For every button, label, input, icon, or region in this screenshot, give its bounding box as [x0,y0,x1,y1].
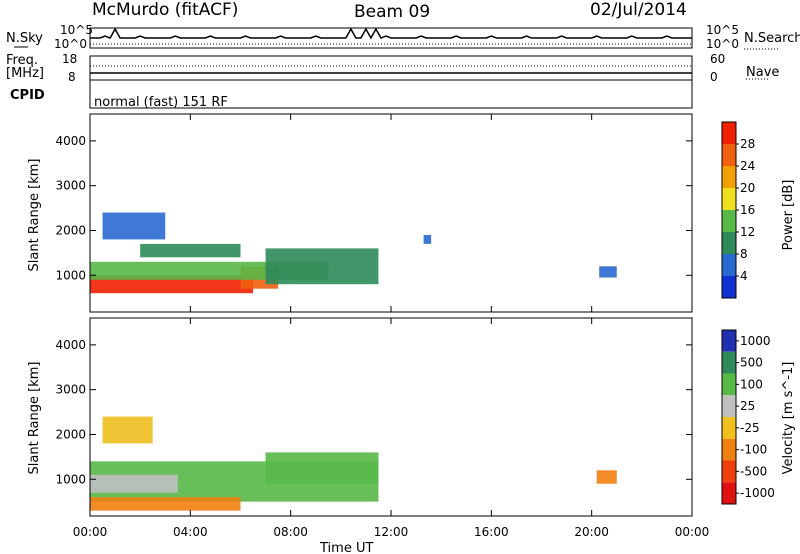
data-region [102,416,153,444]
nsearch-tick-low: 10^0 [706,37,739,51]
date-title: 02/Jul/2014 [590,0,687,20]
data-region [140,243,241,258]
nave-label: Nave [746,65,780,80]
colorbar-cell [722,351,736,374]
nsky-tick-low: 10^0 [54,37,87,51]
colorbar-cell [722,438,736,461]
data-region [265,248,379,285]
velocity-colorbar: 1000 500 100 25 -25 -100 -500 -1000 [721,329,775,505]
colorbar-cell [722,276,736,298]
colorbar-tick-label: 20 [740,181,755,195]
colorbar-tick-label: -500 [740,464,767,478]
colorbar-tick-label: 1000 [740,334,771,348]
colorbar-tick-label: 24 [740,159,755,173]
x-tick-label: 08:00 [273,525,308,539]
data-region [90,474,178,493]
colorbar-tick-label: -100 [740,443,767,457]
power-heatmap [90,212,617,294]
colorbar-frame [721,329,737,505]
y-tick-label: 1000 [55,268,86,282]
nsky-series [90,27,692,40]
freq-unit: [MHz] [6,66,44,81]
y-tick-label: 2000 [55,427,86,441]
nsky-panel [89,27,693,49]
colorbar-cell [722,166,736,188]
data-region [265,452,379,484]
x-tick-label: 00:00 [675,525,710,539]
colorbar-tick-label: -25 [740,421,760,435]
y-tick-label: 2000 [55,223,86,237]
colorbar-cell [722,330,736,352]
colorbar-tick-label: 4 [740,269,748,283]
colorbar-cell [722,482,736,504]
data-region [423,234,432,244]
colorbar-cell [722,210,736,232]
x-tick-label: 00:00 [73,525,108,539]
y-tick-label: 3000 [55,179,86,193]
freq-tick-high: 18 [62,52,78,66]
colorbar-tick-label: 25 [740,399,755,413]
velocity-heatmap [90,416,617,511]
colorbar-cell [722,188,736,210]
colorbar-cell [722,373,736,396]
colorbar-cell [722,460,736,483]
nsky-tick-high: 10^5 [60,23,93,37]
colorbar-tick-label: -1000 [740,486,775,500]
velocity-colorbar-title: Velocity [m s^-1] [781,362,796,475]
nave-tick-high: 60 [710,52,726,66]
cpid-label: CPID [10,88,45,103]
beam-title: Beam 09 [354,2,431,22]
y-tick-label: 1000 [55,472,86,486]
freq-panel [89,55,693,81]
station-title: McMurdo (fitACF) [92,0,239,20]
velocity-y-axis-title: Slant Range [km] [27,362,42,475]
freq-tick-low: 8 [68,70,76,84]
data-region [90,497,241,511]
data-region [102,212,166,240]
x-tick-label: 20:00 [574,525,609,539]
nsearch-tick-high: 10^5 [706,23,739,37]
colorbar-tick-label: 16 [740,203,755,217]
x-axis-title: Time UT [319,541,373,554]
nave-tick-low: 0 [710,70,718,84]
colorbar-cell [722,122,736,144]
cpid-text: normal (fast) 151 RF [94,95,228,110]
nsearch-label: N.Search [744,31,800,46]
y-tick-label: 4000 [55,338,86,352]
x-tick-label: 04:00 [173,525,208,539]
nsky-label: N.Sky [6,31,43,46]
power-colorbar-title: Power [dB] [781,180,796,251]
y-tick-label: 3000 [55,383,86,397]
colorbar-tick-label: 12 [740,225,755,239]
colorbar-cell [722,395,736,417]
power-y-axis-title: Slant Range [km] [27,159,42,272]
y-tick-label: 4000 [55,134,86,148]
colorbar-tick-label: 100 [740,377,763,391]
colorbar-cell [722,254,736,276]
colorbar-tick-label: 28 [740,137,755,151]
freq-label: Freq. [6,53,38,68]
x-tick-label: 12:00 [374,525,409,539]
colorbar-cell [722,232,736,254]
colorbar-tick-label: 8 [740,247,748,261]
cpid-panel [89,79,693,109]
power-colorbar: 4 8 12 16 20 24 28 [721,121,755,299]
x-tick-label: 16:00 [474,525,509,539]
data-region [599,266,617,278]
colorbar-cell [722,417,736,439]
colorbar-cell [722,144,736,166]
colorbar-tick-label: 500 [740,356,763,370]
data-region [596,470,617,484]
